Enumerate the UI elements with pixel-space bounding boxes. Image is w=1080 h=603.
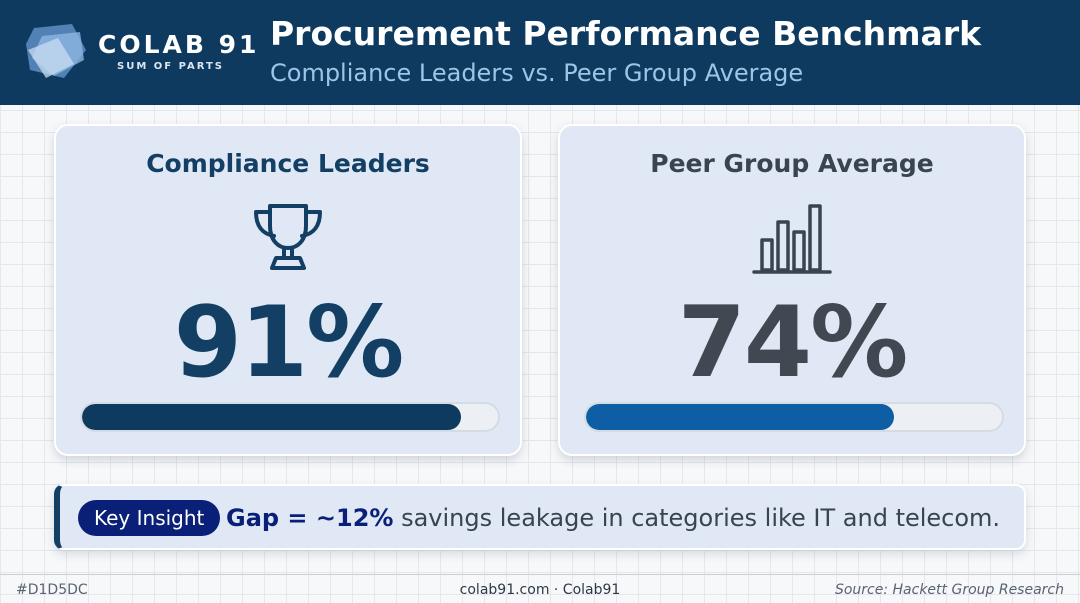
footer-source: Source: Hackett Group Research (834, 582, 1064, 598)
progress-fill (586, 404, 894, 430)
bar-chart-icon (752, 204, 832, 274)
brand-name: COLAB 91 (98, 30, 260, 59)
footer-site-link[interactable]: colab91.com · Colab91 (459, 582, 621, 598)
insight-text: Gap = ~12% savings leakage in categories… (226, 500, 1000, 536)
card-value: 91% (173, 286, 405, 400)
progress-track (584, 402, 1004, 432)
progress-track (80, 402, 500, 432)
key-insight-banner: Key Insight Gap = ~12% savings leakage i… (54, 484, 1026, 550)
page-subtitle: Compliance Leaders vs. Peer Group Averag… (270, 59, 804, 87)
header-banner: COLAB 91 SUM OF PARTS Procurement Perfor… (0, 0, 1080, 105)
insight-highlight: Gap = ~12% (226, 504, 394, 532)
compliance-leaders-card: Compliance Leaders 91% (54, 124, 522, 456)
key-insight-badge: Key Insight (78, 500, 221, 536)
progress-fill (82, 404, 461, 430)
colab91-logo-icon (26, 24, 86, 78)
footer-color-code: #D1D5DC (16, 582, 88, 598)
trophy-icon (254, 204, 322, 270)
card-value: 74% (677, 286, 909, 400)
insight-detail: savings leakage in categories like IT an… (401, 504, 1001, 532)
card-title: Peer Group Average (650, 149, 934, 178)
card-title: Compliance Leaders (146, 149, 430, 178)
brand-tagline: SUM OF PARTS (117, 61, 224, 72)
peer-group-card: Peer Group Average 74% (558, 124, 1026, 456)
footer-divider (0, 574, 1080, 575)
page-title: Procurement Performance Benchmark (270, 14, 982, 53)
